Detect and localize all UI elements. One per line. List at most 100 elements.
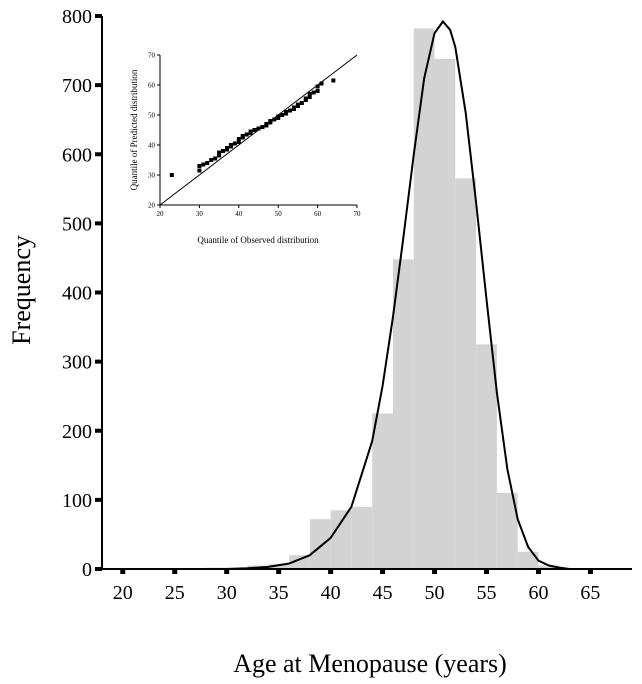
y-tick-label: 700 (62, 75, 92, 97)
histogram-bar (309, 519, 331, 569)
qq-point (288, 108, 293, 113)
qq-x-tick-label: 20 (157, 210, 165, 218)
qq-point (307, 92, 312, 96)
qq-point (272, 117, 277, 122)
qq-point (217, 153, 222, 158)
qq-point (252, 128, 257, 132)
qq-point (221, 149, 226, 153)
qq-x-tick-label: 70 (354, 210, 362, 218)
qq-y-axis-title: Quantile of Predicted distribution (129, 69, 139, 190)
x-tick-label: 35 (269, 582, 289, 604)
x-tick-mark (535, 569, 541, 574)
y-tick-label: 800 (62, 6, 92, 28)
x-tick-label: 40 (321, 582, 341, 604)
qq-y-tick-label: 30 (148, 172, 156, 180)
qq-point (209, 158, 214, 162)
x-axis-title: Age at Menopause (years) (233, 649, 507, 678)
x-tick-mark (380, 569, 386, 574)
histogram-bar (517, 551, 539, 569)
y-tick-mark (95, 359, 102, 364)
y-tick-label: 300 (62, 352, 92, 374)
y-tick-label: 200 (62, 421, 92, 443)
qq-point (295, 102, 300, 107)
fitted-distribution-curve (226, 19, 570, 570)
x-tick-mark (276, 569, 282, 574)
histogram-bar (392, 259, 414, 569)
qq-point (291, 105, 296, 110)
y-tick-label: 400 (62, 283, 92, 305)
histogram-bar (455, 178, 477, 569)
x-tick-label: 65 (580, 582, 600, 604)
x-tick-label: 30 (217, 582, 237, 604)
histogram-bar (351, 506, 373, 569)
qq-x-tick-label: 60 (314, 210, 322, 218)
qq-point (268, 119, 273, 123)
qq-point (169, 173, 174, 177)
histogram-bar (372, 413, 393, 569)
qq-point (217, 150, 222, 155)
y-axis-ticks: 0 100 200 300 400 500 600 700 800 (62, 6, 102, 581)
y-tick-mark (95, 428, 102, 433)
qq-point (315, 84, 320, 89)
x-tick-mark (120, 569, 126, 574)
qq-point (248, 129, 253, 134)
qq-y-tick-label: 40 (148, 142, 156, 150)
y-tick-mark (95, 290, 102, 295)
qq-x-ticks: 20 30 40 50 60 70 (157, 205, 362, 218)
qq-x-tick-label: 40 (235, 210, 243, 218)
y-tick-mark (95, 152, 102, 157)
qq-point (311, 90, 316, 95)
qq-point (256, 126, 261, 131)
x-tick-mark (224, 569, 230, 574)
qq-point (236, 137, 241, 141)
y-tick-mark (95, 497, 102, 502)
y-tick-mark (95, 14, 102, 18)
x-tick-label: 20 (113, 582, 133, 604)
qq-x-tick-label: 30 (196, 210, 204, 218)
histogram-bar (538, 565, 560, 569)
qq-point (331, 78, 336, 83)
histogram-bar (330, 510, 352, 569)
qq-point (240, 134, 245, 138)
histogram-bar (434, 58, 456, 570)
x-tick-mark (484, 569, 490, 574)
x-tick-label: 50 (425, 582, 445, 604)
qq-point (319, 81, 324, 86)
qq-point (276, 114, 281, 119)
y-tick-mark (95, 83, 102, 88)
x-tick-mark (587, 569, 593, 574)
y-tick-label: 100 (62, 490, 92, 512)
x-axis-ticks: 20 25 30 35 40 45 50 55 60 65 (113, 569, 600, 604)
y-tick-mark (95, 567, 102, 571)
x-tick-mark (172, 569, 178, 574)
x-tick-mark (328, 569, 334, 574)
qq-point (244, 132, 249, 137)
y-tick-label: 0 (82, 559, 92, 581)
qq-x-tick-label: 50 (275, 210, 283, 218)
qq-point (303, 96, 308, 101)
qq-y-tick-label: 50 (148, 112, 156, 120)
qq-point (201, 162, 206, 167)
histogram-bar (289, 555, 310, 569)
qq-y-ticks: 20 30 40 50 60 70 (148, 52, 160, 210)
x-tick-mark (432, 569, 438, 574)
qq-y-tick-label: 70 (148, 52, 156, 60)
y-tick-label: 500 (62, 213, 92, 235)
qq-point (224, 146, 229, 150)
histogram-bar (413, 28, 435, 569)
qq-point (205, 161, 210, 165)
qq-y-tick-label: 60 (148, 82, 156, 90)
qq-point (264, 122, 269, 126)
qq-point (236, 140, 241, 144)
qq-points (169, 78, 336, 177)
qq-plot-inset: 20 30 40 50 60 70 20 30 40 50 60 70 Quantile of Pr… (129, 52, 361, 246)
histogram-bars (205, 28, 560, 570)
main-axes (101, 16, 632, 570)
qq-point (213, 156, 218, 161)
x-tick-label: 55 (477, 582, 497, 604)
qq-point (299, 101, 304, 105)
y-tick-mark (95, 221, 102, 226)
qq-point (260, 125, 265, 129)
qq-point (280, 113, 285, 117)
